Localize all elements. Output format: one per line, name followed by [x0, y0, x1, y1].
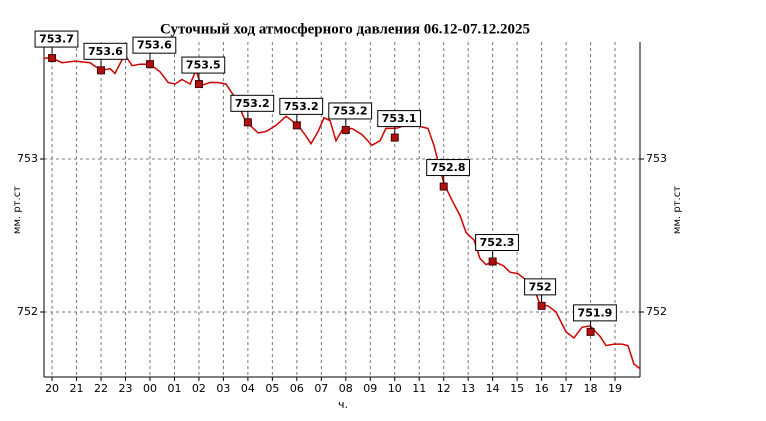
value-callout: 753.5 [181, 56, 226, 89]
marker [97, 66, 106, 75]
x-tick-label: 06 [290, 382, 304, 395]
value-label-box [426, 159, 470, 177]
value-label-box [377, 110, 422, 128]
marker [48, 54, 57, 63]
chart-title: Суточный ход атмосферного давления 06.12… [160, 21, 530, 37]
value-label-box [328, 102, 373, 120]
x-tick-label: 04 [241, 382, 255, 395]
value-label: 753.6 [137, 39, 172, 52]
y-axis-label-right: мм. рт.ст [672, 186, 683, 234]
value-label-box [132, 36, 177, 54]
x-tick-label: 03 [216, 382, 230, 395]
x-tick-label: 00 [143, 382, 157, 395]
x-tick-label: 14 [486, 382, 500, 395]
y-tick-label-right: 752 [646, 305, 667, 318]
x-tick-label: 19 [608, 382, 622, 395]
value-callout: 753.7 [34, 30, 79, 63]
value-callout: 753.6 [83, 42, 128, 75]
value-callout: 753.6 [132, 36, 177, 69]
value-label: 753.6 [88, 45, 123, 58]
value-label: 751.9 [578, 306, 613, 319]
marker [537, 301, 546, 310]
value-callout: 752.3 [475, 234, 519, 266]
value-label: 753.5 [186, 59, 221, 72]
marker [145, 60, 154, 69]
y-tick-label: 753 [17, 152, 38, 165]
value-label: 753.2 [284, 100, 319, 113]
marker [390, 133, 399, 142]
value-callout: 751.9 [573, 304, 617, 336]
x-tick-label: 07 [314, 382, 328, 395]
marker [292, 121, 301, 130]
x-tick-label: 09 [363, 382, 377, 395]
value-label: 753.7 [39, 33, 74, 46]
value-callout: 752.8 [426, 159, 470, 191]
x-tick-label: 10 [388, 382, 402, 395]
y-tick-label-right: 753 [646, 152, 667, 165]
value-label-box [573, 304, 617, 322]
value-label-box [524, 278, 557, 296]
x-tick-label: 22 [94, 382, 108, 395]
value-label-box [34, 30, 79, 48]
value-label-box [230, 94, 275, 112]
value-callout: 753.1 [377, 110, 422, 142]
x-tick-label: 01 [167, 382, 181, 395]
value-label-box [475, 234, 519, 252]
y-axis-label: мм. рт.ст [12, 186, 23, 234]
value-callout: 753.2 [279, 97, 324, 130]
value-label: 753.2 [333, 104, 368, 117]
x-tick-label: 05 [265, 382, 279, 395]
marker [194, 80, 203, 89]
x-tick-label: 08 [339, 382, 353, 395]
value-label: 752.8 [431, 161, 466, 174]
x-tick-label: 16 [535, 382, 549, 395]
marker [488, 257, 497, 266]
value-callout: 752 [524, 278, 557, 310]
marker [439, 182, 448, 191]
marker [243, 118, 252, 127]
value-callout: 753.2 [328, 102, 373, 134]
value-label: 752.3 [480, 236, 515, 249]
y-tick-label: 752 [17, 305, 38, 318]
x-tick-label: 21 [70, 382, 84, 395]
x-tick-label: 15 [510, 382, 524, 395]
value-label: 753.1 [382, 112, 417, 125]
x-tick-label: 20 [45, 382, 59, 395]
marker [586, 327, 595, 336]
value-label: 753.2 [235, 97, 270, 110]
x-tick-label: 13 [461, 382, 475, 395]
x-tick-label: 17 [559, 382, 573, 395]
value-label-box [181, 56, 226, 74]
value-label: 752 [529, 280, 552, 293]
x-tick-label: 11 [412, 382, 426, 395]
x-tick-label: 23 [119, 382, 133, 395]
x-tick-label: 12 [437, 382, 451, 395]
x-axis-label: ч. [338, 398, 348, 411]
value-label-box [279, 97, 324, 115]
value-callout: 753.2 [230, 94, 275, 127]
value-label-box [83, 42, 128, 60]
x-tick-label: 18 [584, 382, 598, 395]
x-tick-label: 02 [192, 382, 206, 395]
marker [341, 125, 350, 134]
